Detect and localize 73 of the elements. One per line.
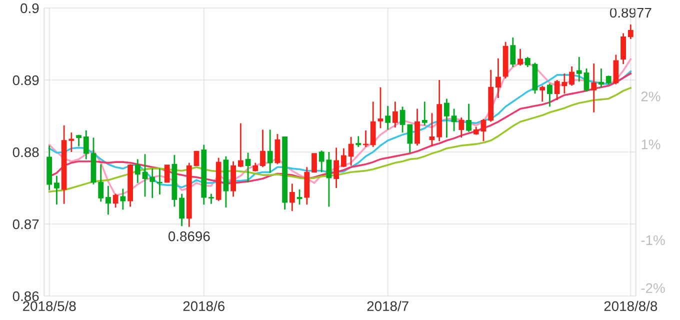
candlestick <box>620 32 626 65</box>
y-tick-label: 0.87 <box>12 219 39 230</box>
candlestick <box>238 122 244 168</box>
candlestick <box>112 193 118 208</box>
candlestick <box>194 150 200 166</box>
candlestick <box>407 124 413 154</box>
candlestick <box>76 134 82 147</box>
candlestick <box>540 85 546 102</box>
candlestick <box>340 148 346 168</box>
y2-tick-label: 1% <box>642 139 660 150</box>
candlestick <box>458 116 464 138</box>
x-tick-label: 2018/8/8 <box>604 300 658 312</box>
candlestick <box>576 56 582 82</box>
candlestick <box>150 168 156 199</box>
candlestick <box>613 54 619 86</box>
candlestick <box>326 151 332 208</box>
candlestick <box>289 182 295 212</box>
candlestick <box>142 153 148 198</box>
candlestick <box>54 175 60 206</box>
candlestick <box>179 193 185 227</box>
candlestick <box>518 48 523 66</box>
candlestick <box>378 86 384 129</box>
y2-tick-label: -2% <box>641 283 665 293</box>
candlestick <box>524 56 530 68</box>
y-tick-label: 0.89 <box>12 75 39 86</box>
candlestick <box>164 164 170 183</box>
candlestick <box>267 128 273 174</box>
y-tick-label: 0.88 <box>12 147 39 158</box>
candlestick <box>245 152 251 183</box>
candlestick <box>414 108 420 146</box>
candlestick <box>591 62 597 114</box>
candlestick <box>260 128 266 168</box>
candlestick <box>318 150 324 173</box>
candlestick <box>98 164 104 202</box>
x-tick-label: 2018/7 <box>367 300 408 312</box>
candlestick <box>495 58 501 99</box>
annotation: 0.8696 <box>168 231 210 242</box>
candlestick <box>466 103 472 133</box>
candlestick <box>208 193 214 205</box>
candlestick <box>422 100 428 126</box>
candlestick <box>312 152 317 173</box>
candlestick <box>296 188 302 206</box>
candlestick <box>451 108 457 132</box>
candlestick <box>400 106 406 134</box>
candlestick <box>120 188 126 210</box>
x-tick-label: 2018/6 <box>183 300 225 312</box>
candlestick <box>356 135 362 148</box>
candlestick <box>429 112 435 147</box>
candlestick <box>385 105 391 130</box>
candlestick <box>598 68 604 88</box>
y-tick-label: 0.86 <box>12 291 39 302</box>
annotation: 0.8977 <box>610 8 652 18</box>
candlestick <box>584 68 590 92</box>
candlestick <box>480 118 486 142</box>
candlestick <box>628 24 634 40</box>
y2-tick-label: 2% <box>641 92 660 102</box>
candlestick <box>274 133 280 165</box>
candlestick <box>348 136 354 166</box>
y2-tick-label: -1% <box>641 235 665 246</box>
candlestick <box>334 146 340 189</box>
candlestick <box>547 82 552 108</box>
candlestick <box>83 130 89 160</box>
candlestick <box>134 158 140 184</box>
y-tick-label: 0.9 <box>20 3 39 14</box>
candlestick <box>363 130 368 148</box>
candlestick <box>370 100 376 148</box>
candlestick <box>392 100 398 128</box>
candlestick <box>106 185 111 216</box>
x-tick-label: 2018/5/8 <box>23 300 76 312</box>
candlestick <box>510 36 516 68</box>
candlestick <box>569 66 574 86</box>
candlestick <box>157 168 162 196</box>
candlestick <box>444 98 450 138</box>
